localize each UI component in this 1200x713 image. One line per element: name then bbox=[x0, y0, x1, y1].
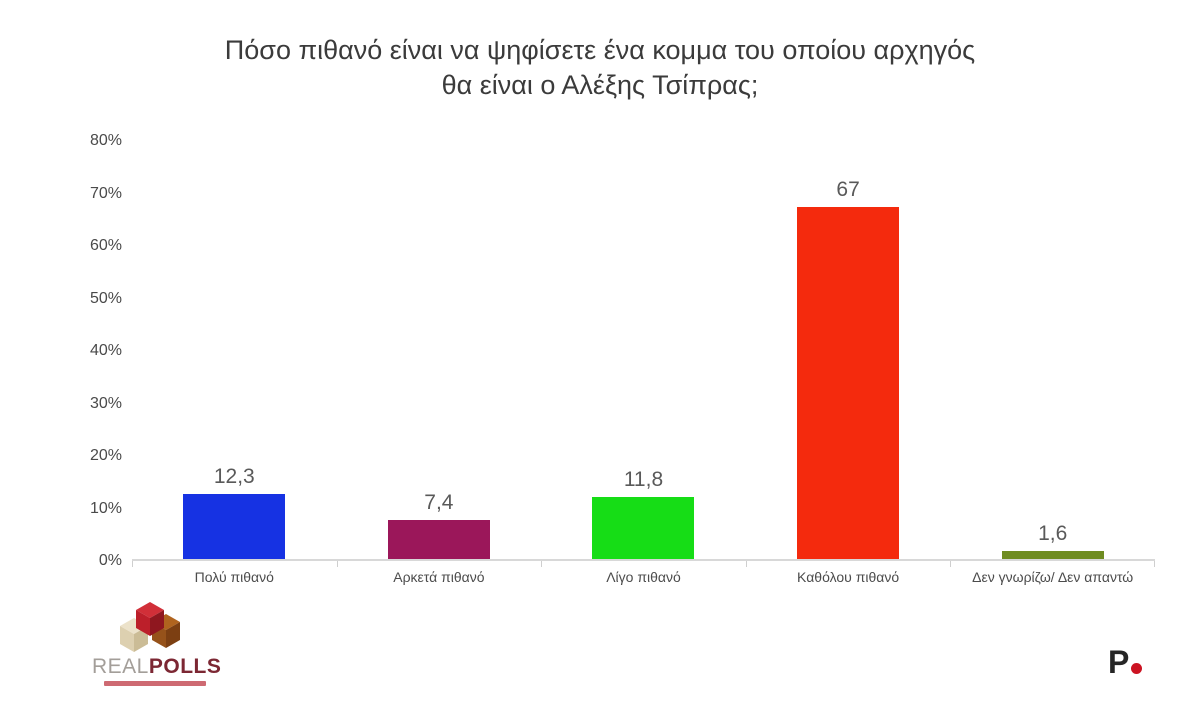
y-axis: 0% 10% 20% 30% 40% 50% 60% 70% 80% bbox=[0, 132, 122, 569]
bar bbox=[797, 207, 900, 559]
y-tick-label: 20% bbox=[89, 447, 122, 464]
chart-title-line2: θα είναι ο Αλέξης Τσίπρας; bbox=[441, 70, 759, 100]
x-axis-tick bbox=[132, 561, 133, 567]
category-label: Λίγο πιθανό bbox=[606, 569, 681, 585]
bar-value-label: 12,3 bbox=[213, 465, 255, 489]
realpolls-tagline bbox=[104, 681, 206, 686]
plot-area: 12,3 Πολύ πιθανό 7,4 Αρκετά πιθανό 11,8 Λίγο … bbox=[132, 141, 1155, 585]
bar bbox=[387, 520, 490, 559]
bar-value-label: 1,6 bbox=[1038, 521, 1068, 545]
protagon-dot-icon bbox=[1131, 663, 1143, 674]
bar bbox=[183, 494, 286, 559]
bar-group: 11,8 Λίγο πιθανό bbox=[541, 141, 746, 585]
bar-value-label: 7,4 bbox=[424, 491, 454, 515]
bar-group: 67 Καθόλου πιθανό bbox=[746, 141, 951, 585]
protagon-letter: P bbox=[1108, 644, 1130, 680]
y-tick-label: 40% bbox=[89, 342, 122, 359]
y-tick-label: 80% bbox=[89, 132, 122, 149]
bar-value-label: 67 bbox=[836, 178, 860, 202]
chart-title-line1: Πόσο πιθανό είναι να ψηφίσετε ένα κομμα … bbox=[224, 35, 976, 65]
y-tick-label: 0% bbox=[98, 552, 122, 569]
bar-group: 1,6 Δεν γνωρίζω/ Δεν απαντώ bbox=[950, 141, 1155, 585]
chart-title: Πόσο πιθανό είναι να ψηφίσετε ένα κομμα … bbox=[0, 33, 1200, 103]
realpolls-logo: REALPOLLS bbox=[92, 602, 232, 686]
protagon-logo: P bbox=[1108, 644, 1143, 680]
category-label: Καθόλου πιθανό bbox=[797, 569, 900, 585]
category-label: Αρκετά πιθανό bbox=[393, 569, 485, 585]
y-tick-label: 50% bbox=[89, 289, 122, 307]
realpolls-cubes-icon bbox=[120, 602, 180, 652]
bar bbox=[592, 497, 695, 559]
y-tick-label: 10% bbox=[89, 499, 122, 517]
x-axis-tick bbox=[336, 561, 338, 567]
category-label: Δεν γνωρίζω/ Δεν απαντώ bbox=[972, 569, 1134, 585]
bar-group: 12,3 Πολύ πιθανό bbox=[132, 141, 337, 585]
y-tick-label: 70% bbox=[89, 184, 122, 202]
category-label: Πολύ πιθανό bbox=[194, 569, 274, 585]
x-axis-tick bbox=[950, 561, 952, 567]
x-axis-tick bbox=[541, 561, 543, 567]
bar bbox=[1001, 550, 1104, 559]
x-axis-tick bbox=[745, 561, 747, 567]
y-tick-label: 60% bbox=[89, 237, 122, 254]
y-tick-label: 30% bbox=[89, 394, 122, 412]
bar-group: 7,4 Αρκετά πιθανό bbox=[337, 141, 542, 585]
realpolls-wordmark-polls: POLLS bbox=[148, 655, 222, 678]
x-axis-tick bbox=[1154, 561, 1155, 567]
realpolls-wordmark: REALPOLLS bbox=[92, 656, 232, 678]
realpolls-wordmark-real: REAL bbox=[92, 655, 149, 678]
bar-value-label: 11,8 bbox=[623, 468, 664, 492]
